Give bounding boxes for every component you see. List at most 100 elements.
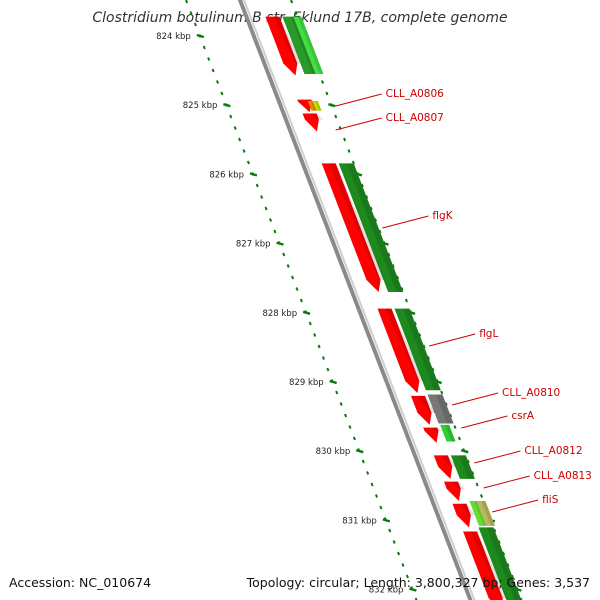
- major-tick: [355, 449, 364, 454]
- scale-dot: [242, 149, 246, 153]
- gene-lightgreen-box: [293, 16, 324, 75]
- major-tick: [196, 33, 205, 39]
- scale-dot: [334, 114, 338, 119]
- scale-dot: [444, 402, 448, 406]
- scale-dot: [189, 11, 193, 15]
- label-leader-line: [474, 450, 521, 464]
- scale-dot: [457, 436, 461, 441]
- label-leader-line: [382, 215, 429, 229]
- gene-green-box: [394, 308, 441, 391]
- scale-dot: [361, 459, 365, 464]
- scale-dot: [502, 551, 506, 556]
- gene-label: CLL_A0810: [502, 387, 560, 399]
- label-leader-line: [451, 392, 499, 406]
- major-tick: [328, 103, 336, 108]
- gene-red-arrow-shade: [441, 455, 457, 467]
- tick-label: 831 kbp: [342, 516, 377, 526]
- gene-label: CLL_A0806: [386, 88, 445, 100]
- scale-dot: [255, 183, 259, 188]
- gene-small-box: [312, 101, 322, 111]
- gene-label: flgL: [479, 328, 498, 340]
- gene-small-box-shade: [445, 424, 456, 442]
- gene-label: CLL_A0807: [386, 112, 444, 124]
- gene-red-arrow-shade: [418, 395, 437, 413]
- scale-dot: [352, 436, 356, 441]
- scale-dot: [317, 344, 321, 349]
- accession-label: Accession: NC_010674: [9, 575, 152, 590]
- scale-dot: [418, 333, 422, 337]
- major-tick: [249, 172, 258, 177]
- scale-dot: [347, 149, 351, 153]
- scale-dot: [413, 321, 417, 326]
- gene-label: fliS: [542, 494, 559, 506]
- scale-dot: [370, 482, 374, 487]
- scale-dot: [422, 344, 426, 349]
- scale-dot: [397, 551, 401, 556]
- scale-dot: [392, 540, 396, 544]
- gene-red-arrow: [411, 395, 432, 425]
- gene-small-box-shade: [310, 101, 317, 111]
- major-tick: [329, 379, 338, 385]
- scale-dot: [453, 425, 457, 429]
- scale-dot: [321, 356, 326, 360]
- scale-dot: [207, 57, 211, 61]
- scale-dot: [335, 390, 339, 395]
- gene-red-arrow-shade: [430, 427, 444, 431]
- gene-red-arrow-shade: [273, 16, 302, 64]
- backbone-line: [237, 0, 473, 600]
- scale-dot: [246, 160, 250, 165]
- scale-dot: [193, 22, 197, 27]
- tick-label: 828 kbp: [262, 309, 297, 319]
- scale-dot: [344, 413, 348, 418]
- gene-green-box-shade: [459, 455, 475, 479]
- gene-lightgreen-box-shade: [297, 16, 324, 75]
- scale-dot: [510, 574, 514, 579]
- scale-dot: [343, 137, 347, 142]
- scale-dot: [374, 494, 379, 498]
- gene-green-box: [338, 163, 404, 293]
- gene-red-arrow: [377, 308, 420, 394]
- label-leader-line: [335, 93, 382, 107]
- scale-dot: [299, 298, 303, 303]
- gene-small-box: [469, 501, 488, 526]
- label-leader-line: [429, 333, 476, 347]
- scale-dot: [493, 528, 497, 533]
- gene-red-arrow: [423, 427, 439, 443]
- scale-dot: [373, 218, 378, 222]
- scale-dot: [479, 494, 484, 498]
- gene-red-arrow: [463, 531, 503, 600]
- tick-label: 827 kbp: [236, 240, 271, 250]
- gene-red-arrow-shade: [470, 531, 508, 599]
- scale-dot: [320, 80, 325, 84]
- gene-red-arrow: [321, 163, 381, 293]
- tick-label: 832 kbp: [369, 586, 404, 596]
- major-tick: [223, 103, 231, 108]
- scale-dot: [282, 252, 286, 257]
- gene-red-arrow: [302, 113, 319, 132]
- scale-dot: [326, 367, 330, 372]
- scale-dot: [202, 45, 206, 50]
- scale-dot: [185, 0, 189, 4]
- scale-dot: [497, 540, 501, 544]
- scale-dot: [238, 137, 242, 142]
- gene-green-box: [478, 527, 522, 600]
- gene-red-arrow-shade: [460, 503, 476, 516]
- scale-dot: [268, 218, 273, 222]
- scale-dot: [211, 68, 215, 73]
- scale-dot: [260, 195, 264, 199]
- gene-red-arrow: [297, 99, 313, 113]
- gene-label: CLL_A0813: [534, 470, 592, 482]
- scale-dot: [273, 229, 277, 234]
- gene-label: flgK: [432, 210, 453, 222]
- scale-dot: [396, 275, 400, 280]
- scale-dot: [264, 206, 268, 211]
- tick-label: 826 kbp: [209, 170, 244, 180]
- scale-dot: [351, 160, 355, 165]
- major-tick: [302, 310, 311, 315]
- tick-label: 830 kbp: [316, 447, 351, 457]
- scale-dot: [400, 287, 404, 291]
- scale-dot: [215, 80, 220, 84]
- scale-dot: [366, 471, 370, 475]
